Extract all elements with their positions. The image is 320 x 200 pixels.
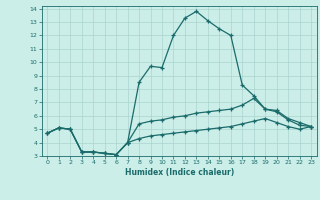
X-axis label: Humidex (Indice chaleur): Humidex (Indice chaleur) <box>124 168 234 177</box>
